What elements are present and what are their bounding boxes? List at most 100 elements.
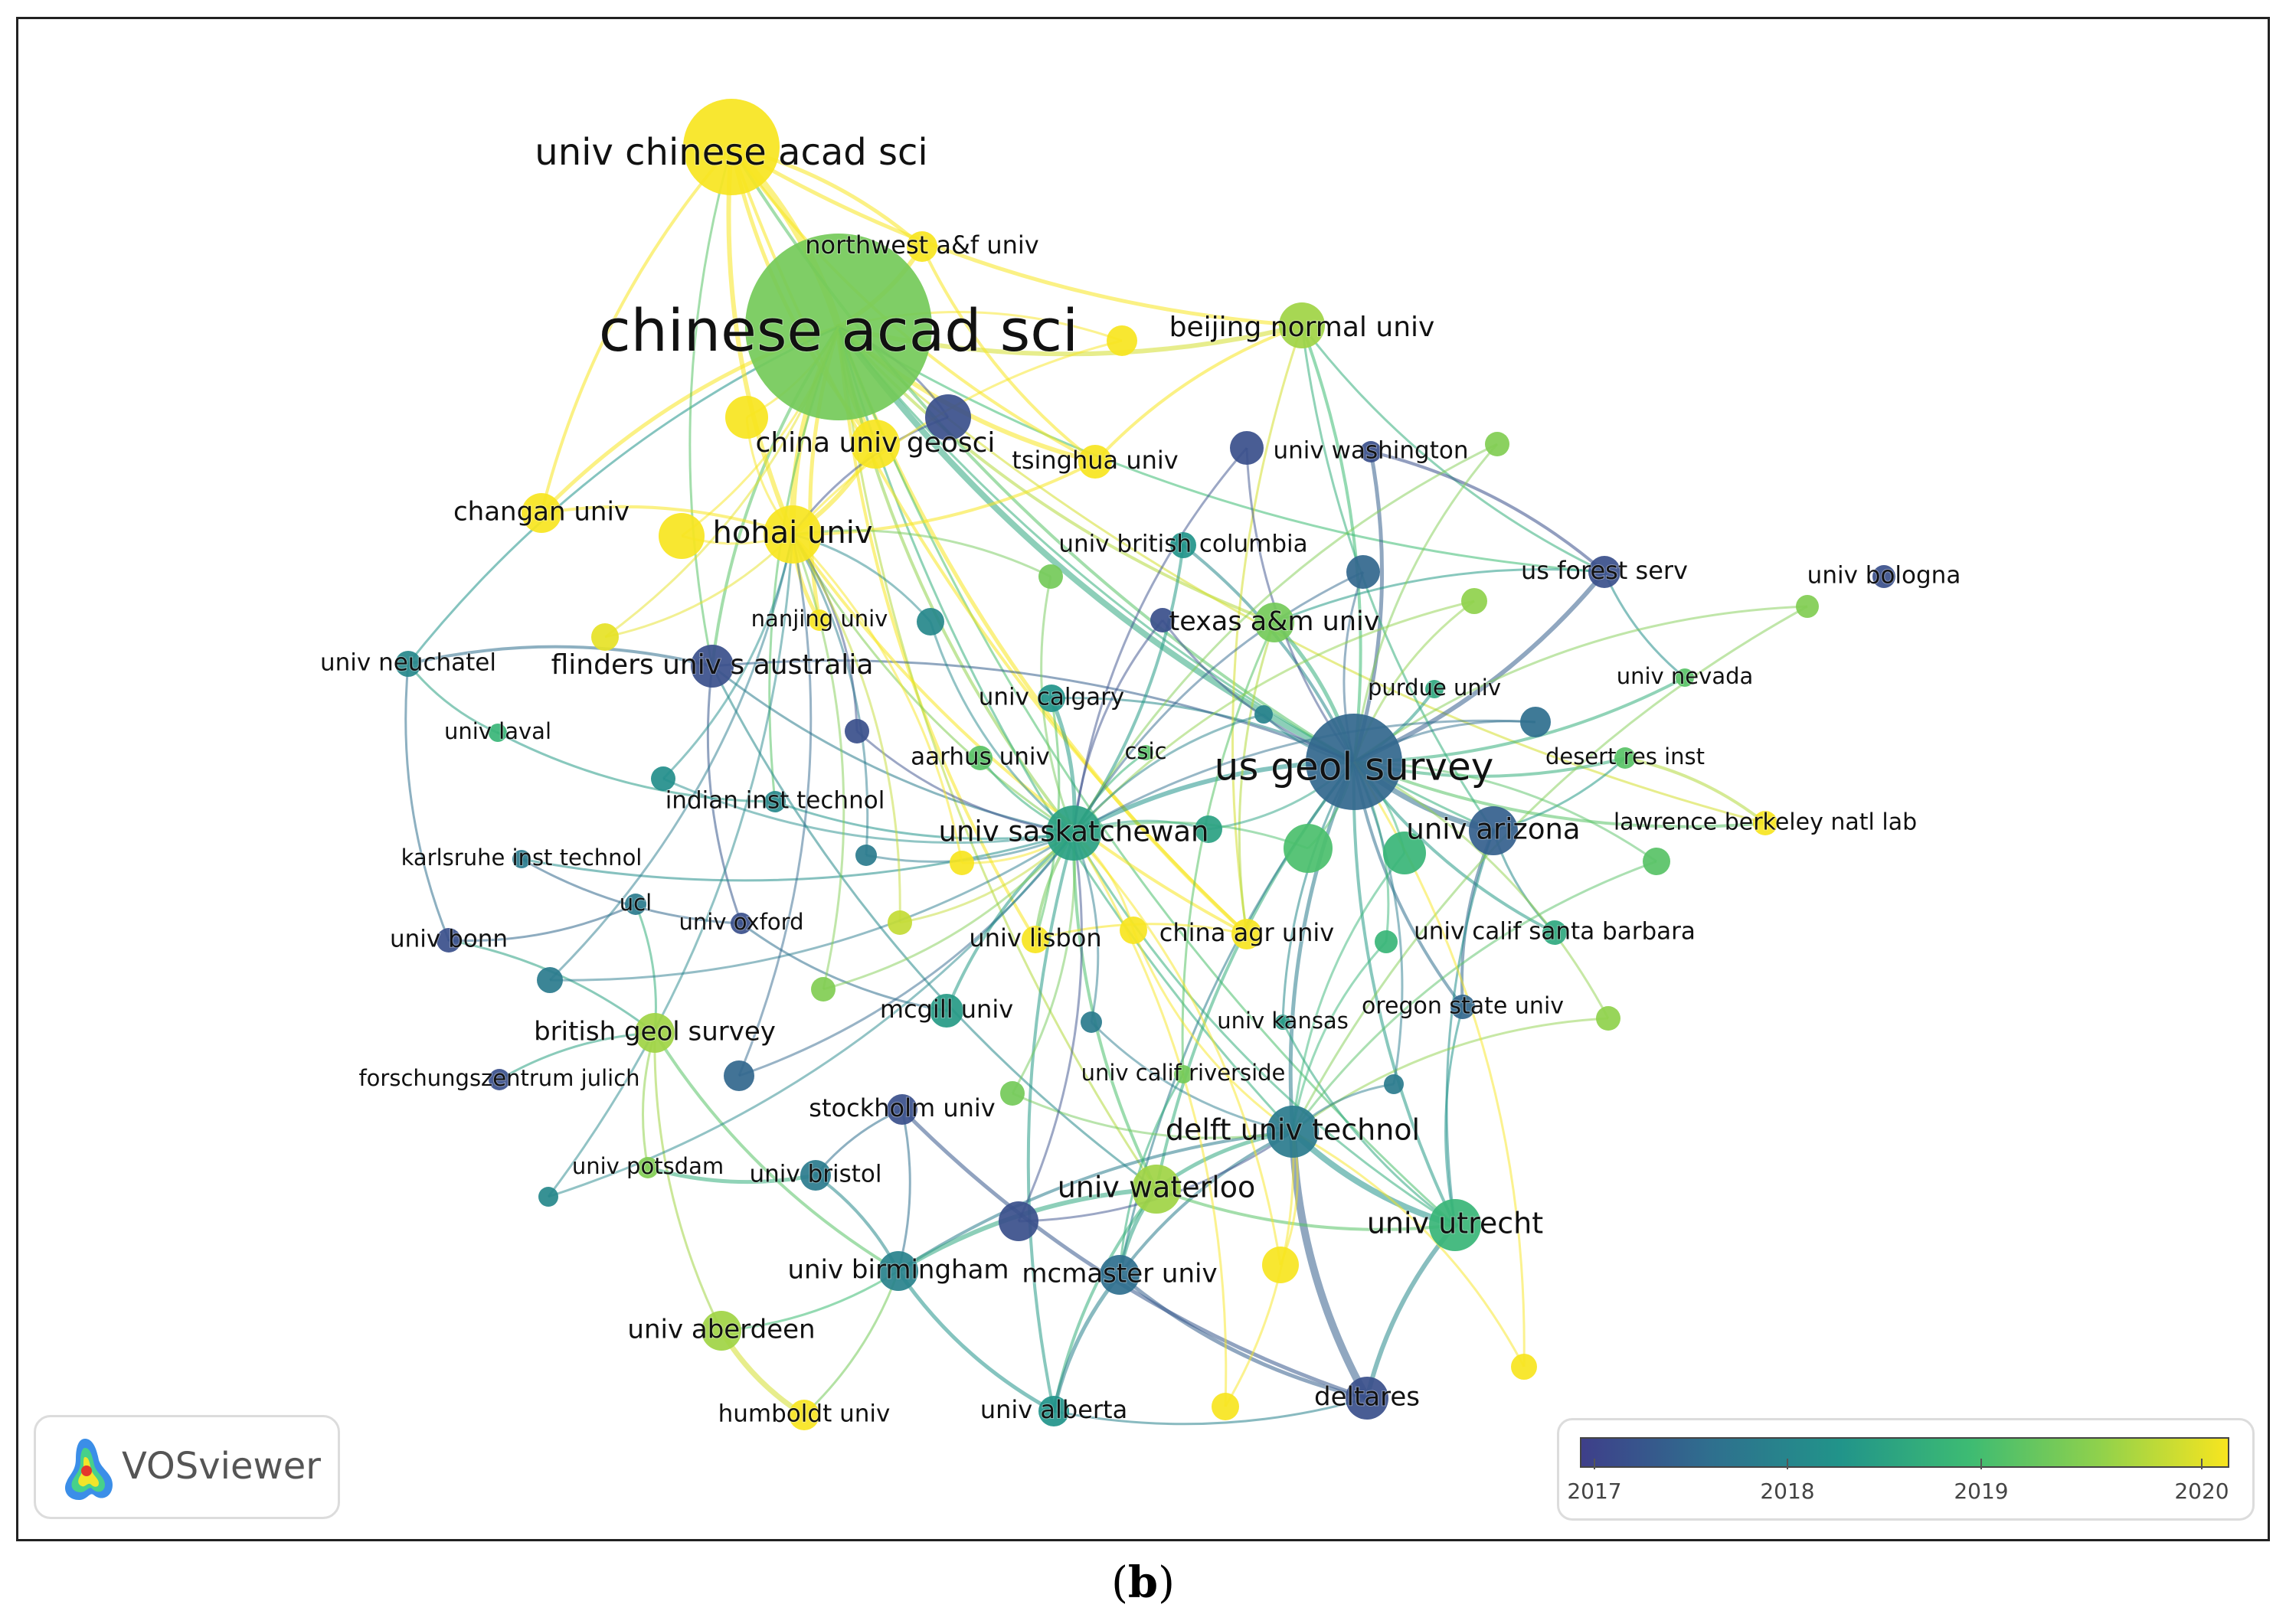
label-china-agr-univ: china agr univ xyxy=(1159,918,1334,947)
node-forschungszentrum-julich[interactable] xyxy=(489,1069,510,1090)
link-beijing_normal_univ-univ_arizona xyxy=(1300,324,1495,832)
node-ucl[interactable] xyxy=(625,894,646,915)
node-univ-calif-riverside[interactable] xyxy=(1174,1065,1192,1083)
node-delft-univ-technol[interactable] xyxy=(1267,1106,1319,1158)
unlabeled-node-11[interactable] xyxy=(1796,595,1819,618)
node-csic[interactable] xyxy=(1138,745,1153,760)
label-univ-calif-riverside: univ calif riverside xyxy=(1081,1060,1286,1086)
unlabeled-node-1[interactable] xyxy=(725,396,768,439)
label-texas-am-univ: texas a&m univ xyxy=(1169,606,1380,637)
node-changan-univ[interactable] xyxy=(522,493,561,533)
unlabeled-node-25[interactable] xyxy=(537,967,563,993)
unlabeled-node-31[interactable] xyxy=(1384,1074,1404,1094)
node-lawrence-berkeley-natl-lab[interactable] xyxy=(1753,811,1777,835)
node-univ-alberta[interactable] xyxy=(1038,1396,1069,1426)
node-mcmaster-univ[interactable] xyxy=(1100,1255,1140,1295)
node-univ-chinese-acad-sci[interactable] xyxy=(683,99,780,195)
node-beijing-normal-univ[interactable] xyxy=(1279,302,1325,348)
node-northwest-af-univ[interactable] xyxy=(907,231,937,262)
label-karlsruhe-inst-technol: karlsruhe inst technol xyxy=(401,845,643,871)
node-british-geol-survey[interactable] xyxy=(635,1013,675,1053)
unlabeled-node-6[interactable] xyxy=(1038,564,1063,589)
unlabeled-node-3[interactable] xyxy=(1107,325,1137,356)
node-chinese-acad-sci[interactable] xyxy=(745,234,932,420)
unlabeled-node-37[interactable] xyxy=(1511,1354,1537,1380)
unlabeled-node-28[interactable] xyxy=(1081,1011,1102,1033)
node-karlsruhe-inst-technol[interactable] xyxy=(512,850,531,868)
node-univ-waterloo[interactable] xyxy=(1132,1165,1181,1214)
unlabeled-node-27[interactable] xyxy=(811,977,836,1002)
node-univ-neuchatel[interactable] xyxy=(395,651,421,677)
node-univ-saskatchewan[interactable] xyxy=(1046,805,1101,861)
unlabeled-node-12[interactable] xyxy=(591,623,619,651)
node-univ-calgary[interactable] xyxy=(1038,685,1065,712)
node-univ-kansas[interactable] xyxy=(1275,1015,1290,1030)
unlabeled-node-19[interactable] xyxy=(1383,832,1426,874)
node-oregon-state-univ[interactable] xyxy=(1450,995,1475,1019)
unlabeled-node-17[interactable] xyxy=(1195,815,1222,843)
unlabeled-node-8[interactable] xyxy=(1461,588,1487,614)
unlabeled-node-0[interactable] xyxy=(925,394,971,440)
unlabeled-node-22[interactable] xyxy=(950,851,974,875)
node-flinders-univ-s-australia[interactable] xyxy=(691,645,734,688)
node-univ-nevada[interactable] xyxy=(1676,668,1694,687)
unlabeled-node-13[interactable] xyxy=(845,719,869,743)
node-china-univ-geosci[interactable] xyxy=(851,420,900,469)
unlabeled-node-2[interactable] xyxy=(659,513,705,559)
node-univ-calif-santa-barbara[interactable] xyxy=(1542,920,1567,945)
node-nanjing-univ[interactable] xyxy=(809,609,830,631)
unlabeled-node-4[interactable] xyxy=(1230,431,1264,465)
node-humboldt-univ[interactable] xyxy=(789,1400,819,1430)
unlabeled-node-26[interactable] xyxy=(1375,930,1398,953)
unlabeled-node-33[interactable] xyxy=(538,1187,558,1207)
node-univ-aberdeen[interactable] xyxy=(701,1311,741,1351)
node-us-geol-survey[interactable] xyxy=(1306,714,1402,810)
unlabeled-node-7[interactable] xyxy=(1346,555,1380,589)
node-tsinghua-univ[interactable] xyxy=(1078,445,1112,479)
node-univ-british-columbia[interactable] xyxy=(1170,532,1196,558)
unlabeled-node-23[interactable] xyxy=(1120,917,1147,944)
node-univ-bologna[interactable] xyxy=(1872,565,1895,588)
node-aarhus-univ[interactable] xyxy=(968,746,993,770)
unlabeled-node-14[interactable] xyxy=(1254,705,1273,724)
unlabeled-node-24[interactable] xyxy=(888,910,912,935)
node-univ-washington[interactable] xyxy=(1360,441,1382,462)
node-univ-laval[interactable] xyxy=(489,724,507,742)
unlabeled-node-9[interactable] xyxy=(1150,608,1175,632)
node-univ-bonn[interactable] xyxy=(437,928,461,953)
node-univ-arizona[interactable] xyxy=(1469,806,1518,855)
unlabeled-node-15[interactable] xyxy=(1520,707,1551,737)
node-purdue-univ[interactable] xyxy=(1425,680,1444,698)
node-us-forest-serv[interactable] xyxy=(1588,556,1620,588)
node-univ-oxford[interactable] xyxy=(731,913,752,934)
unlabeled-node-16[interactable] xyxy=(651,766,675,791)
unlabeled-node-30[interactable] xyxy=(724,1060,754,1091)
unlabeled-node-36[interactable] xyxy=(1212,1393,1239,1420)
link-hohai_univ-changan_univ xyxy=(540,505,794,536)
unlabeled-node-5[interactable] xyxy=(1485,432,1509,456)
link-univ_waterloo-univ_alberta xyxy=(1052,1188,1158,1413)
node-hohai-univ[interactable] xyxy=(764,505,822,564)
unlabeled-node-35[interactable] xyxy=(1262,1247,1299,1283)
node-univ-bristol[interactable] xyxy=(800,1160,831,1191)
link-univ_saskatchewan-univ_alberta xyxy=(1026,832,1075,1413)
unlabeled-node-29[interactable] xyxy=(1596,1006,1620,1031)
node-mcgill-univ[interactable] xyxy=(930,994,963,1028)
unlabeled-node-20[interactable] xyxy=(855,845,877,866)
node-univ-utrecht[interactable] xyxy=(1429,1199,1481,1251)
node-china-agr-univ[interactable] xyxy=(1231,919,1262,949)
unlabeled-node-10[interactable] xyxy=(917,608,944,636)
node-deltares[interactable] xyxy=(1346,1377,1388,1420)
node-texas-am-univ[interactable] xyxy=(1254,603,1294,642)
node-univ-lisbon[interactable] xyxy=(1022,926,1049,953)
node-univ-birmingham[interactable] xyxy=(878,1251,918,1291)
node-univ-potsdam[interactable] xyxy=(637,1157,659,1178)
node-desert-res-inst[interactable] xyxy=(1614,747,1636,769)
unlabeled-node-21[interactable] xyxy=(1643,848,1670,875)
unlabeled-node-18[interactable] xyxy=(1284,824,1333,873)
node-indian-inst-technol[interactable] xyxy=(764,791,786,812)
unlabeled-node-34[interactable] xyxy=(999,1201,1038,1241)
unlabeled-node-32[interactable] xyxy=(1000,1081,1025,1106)
node-stockholm-univ[interactable] xyxy=(887,1094,917,1125)
label-aarhus-univ: aarhus univ xyxy=(911,743,1050,771)
